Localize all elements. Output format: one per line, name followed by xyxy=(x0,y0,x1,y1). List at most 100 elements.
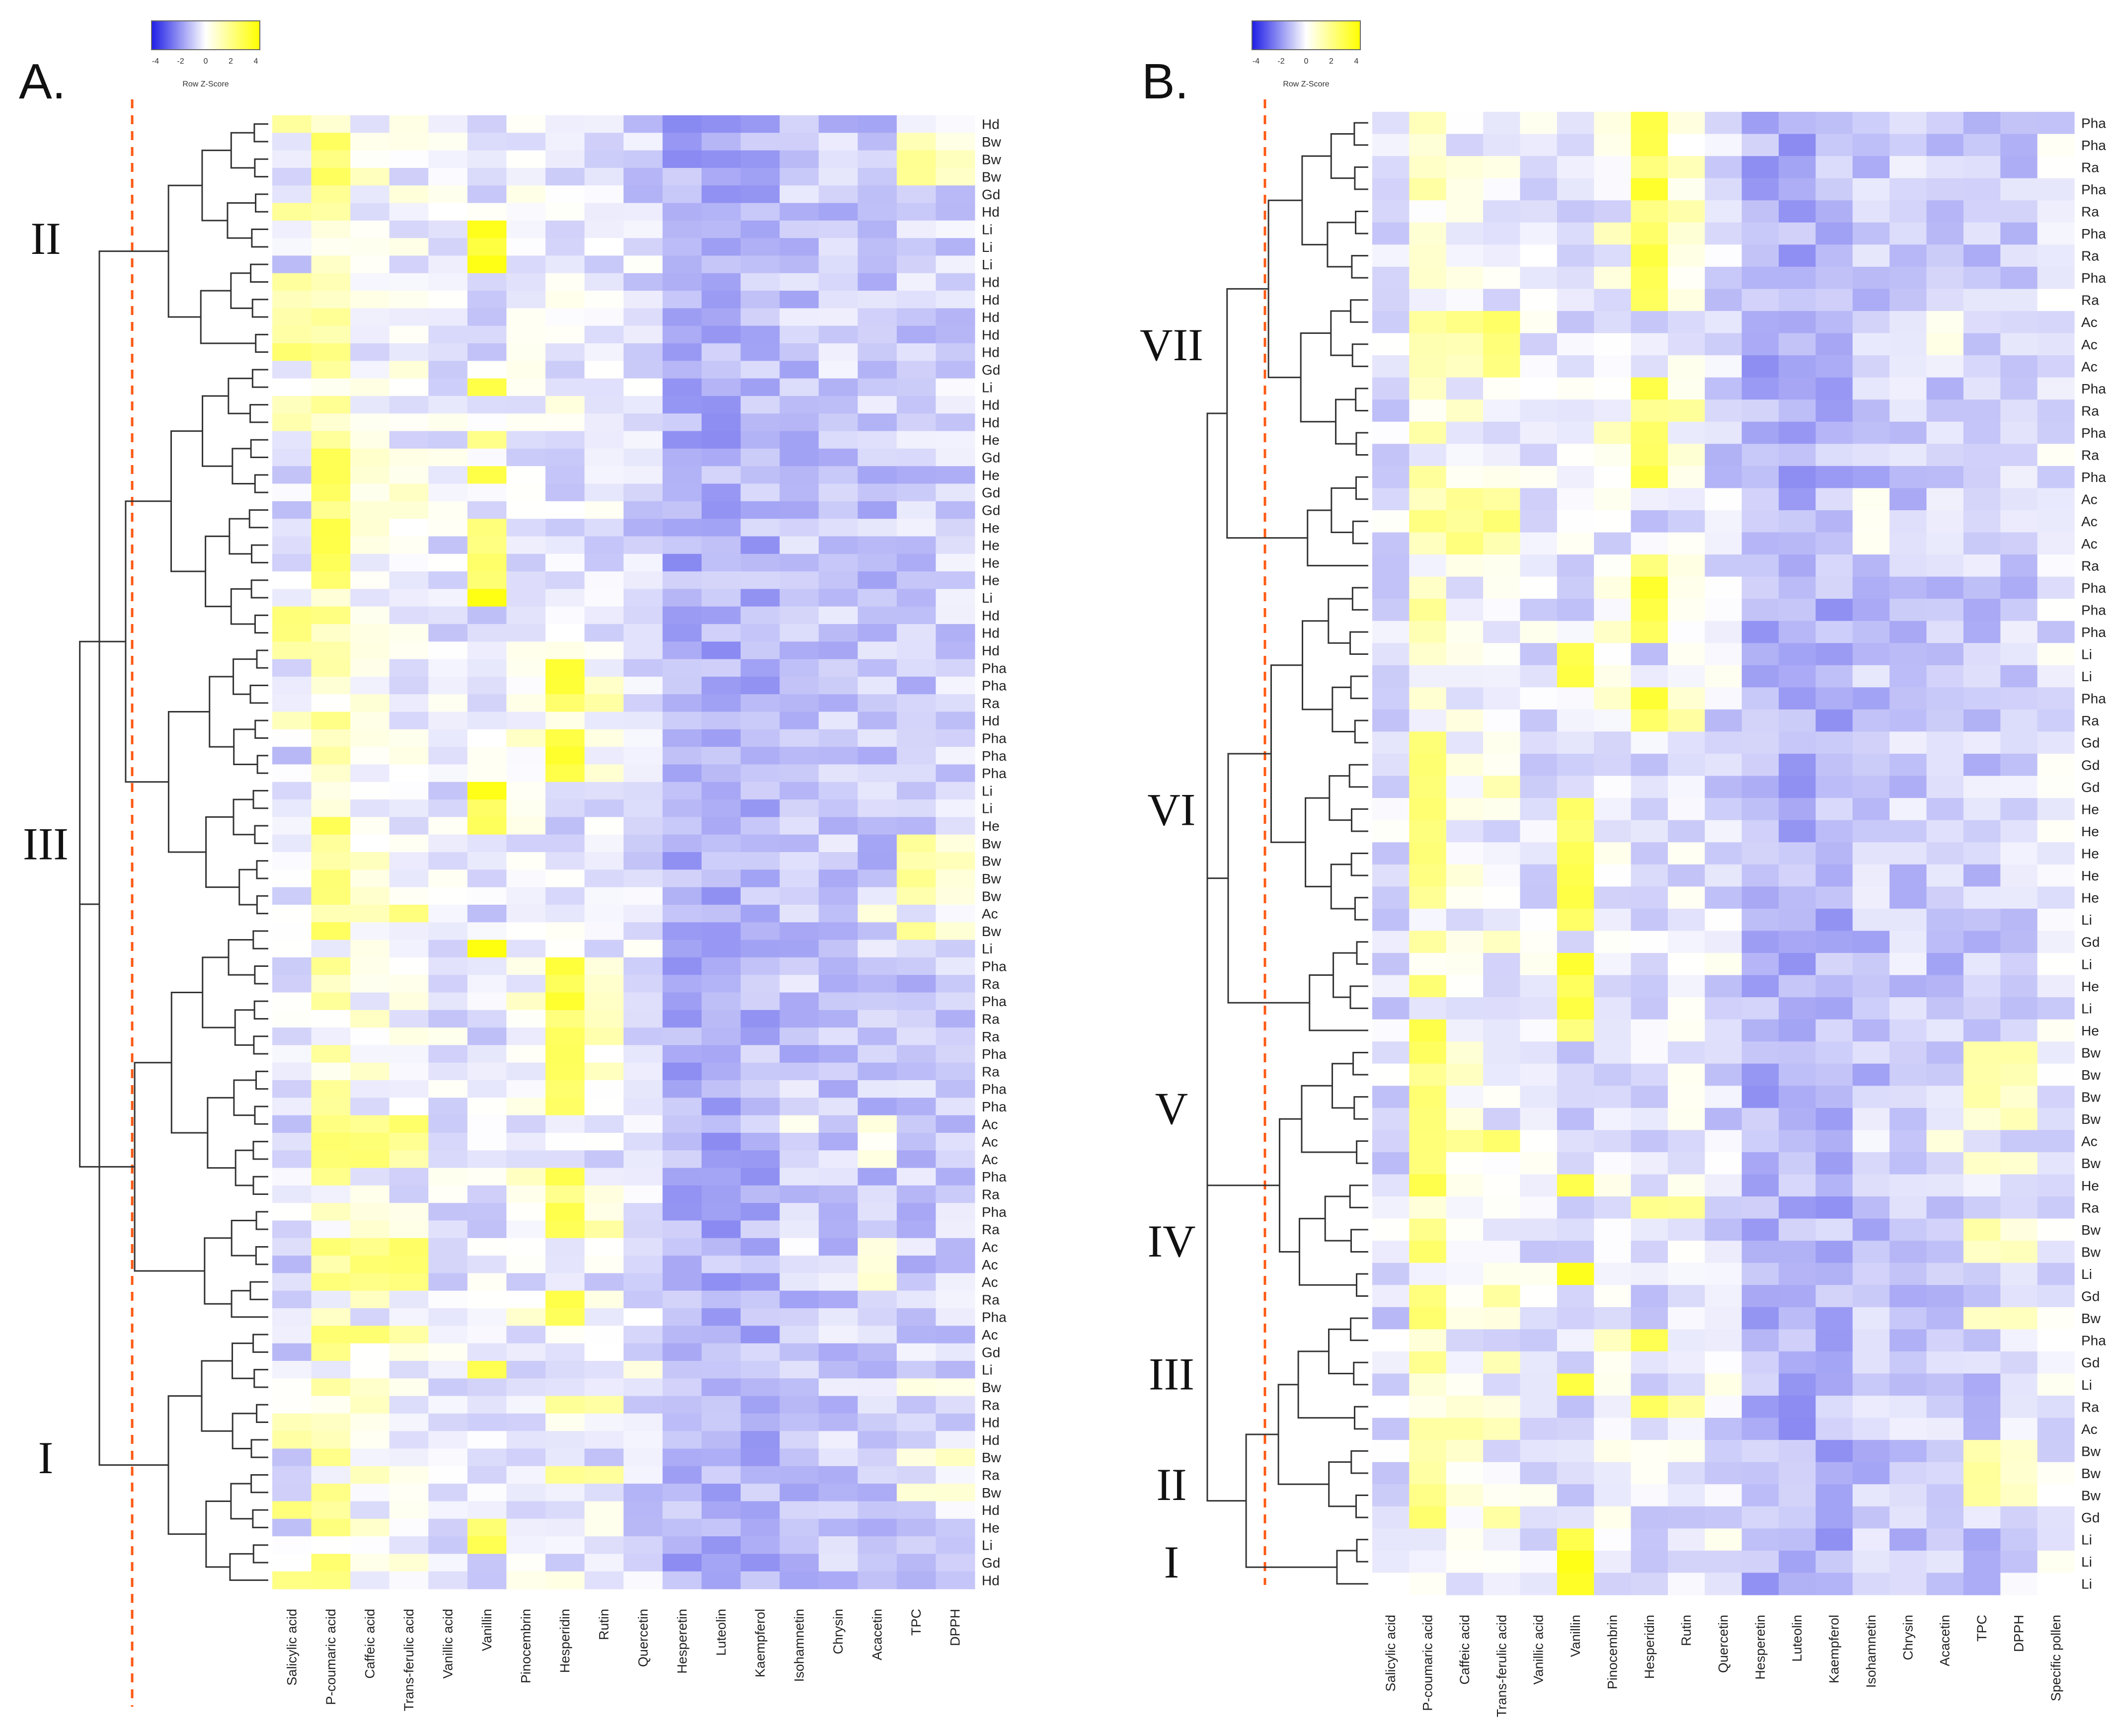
heatmap-cell xyxy=(584,869,624,888)
heatmap-cell xyxy=(272,1554,312,1572)
heatmap-cell xyxy=(662,694,702,712)
heatmap-cell xyxy=(858,904,897,923)
heatmap-cell xyxy=(780,501,819,519)
heatmap-cell xyxy=(2000,1152,2038,1175)
heatmap-cell xyxy=(1815,178,1853,201)
heatmap-cell xyxy=(1926,908,1964,932)
heatmap-cell xyxy=(1483,599,1521,622)
dendrogram-branch xyxy=(254,719,268,739)
heatmap-cell xyxy=(272,992,312,1011)
heatmap-cell xyxy=(545,185,585,204)
heatmap-cell xyxy=(936,975,975,993)
heatmap-cell xyxy=(702,273,741,291)
heatmap-cell xyxy=(1852,886,1890,909)
heatmap-cell xyxy=(1852,1550,1890,1574)
heatmap-cell xyxy=(1631,377,1668,400)
heatmap-cell xyxy=(896,852,937,870)
heatmap-cell xyxy=(467,1501,507,1519)
heatmap-cell xyxy=(311,1256,351,1274)
heatmap-cell xyxy=(467,1484,507,1502)
heatmap-cell xyxy=(1372,1418,1410,1440)
heatmap-cell xyxy=(1852,510,1890,533)
heatmap-cell xyxy=(311,1554,351,1572)
heatmap-cell xyxy=(506,1132,546,1151)
heatmap-cell xyxy=(1520,864,1558,887)
heatmap-cell xyxy=(624,1554,663,1572)
heatmap-cell xyxy=(1963,1440,2001,1463)
heatmap-cell xyxy=(1483,1351,1521,1374)
heatmap-cell xyxy=(1667,510,1705,533)
heatmap-cell xyxy=(1852,1019,1890,1042)
heatmap-cell xyxy=(858,150,897,168)
heatmap-cell xyxy=(780,1484,819,1502)
heatmap-cell xyxy=(1963,156,2001,179)
heatmap-cell xyxy=(1926,532,1964,555)
heatmap-cell xyxy=(311,1080,351,1098)
heatmap-cell xyxy=(896,1554,937,1572)
heatmap-cell xyxy=(506,395,546,414)
heatmap-cell xyxy=(1852,244,1890,267)
heatmap-cell xyxy=(2000,532,2038,555)
heatmap-cell xyxy=(858,1256,897,1274)
row-label: Pha xyxy=(982,1204,1007,1220)
heatmap-cell xyxy=(545,641,585,660)
heatmap-cell xyxy=(2000,1086,2038,1108)
heatmap-cell xyxy=(858,1185,897,1203)
dendrogram-branch xyxy=(1330,310,1353,356)
heatmap-cell xyxy=(1594,399,1632,422)
column-label: DPPH xyxy=(2011,1615,2026,1652)
heatmap-cell xyxy=(1520,1174,1558,1197)
heatmap-cell xyxy=(662,413,702,432)
heatmap-cell xyxy=(858,291,897,309)
heatmap-cell xyxy=(311,448,351,467)
heatmap-cell xyxy=(858,1396,897,1414)
heatmap-cell xyxy=(584,185,624,204)
heatmap-cell xyxy=(1963,1484,2001,1507)
heatmap-cell xyxy=(1667,599,1705,622)
heatmap-cell xyxy=(584,817,624,835)
heatmap-cell xyxy=(1889,266,1927,290)
heatmap-cell xyxy=(1483,222,1521,245)
heatmap-cell xyxy=(311,238,351,256)
heatmap-cell xyxy=(389,922,429,941)
heatmap-cell xyxy=(1594,754,1632,777)
heatmap-cell xyxy=(467,150,507,168)
heatmap-cell xyxy=(1926,1528,1964,1551)
heatmap-cell xyxy=(1667,1107,1705,1130)
row-label: Gd xyxy=(982,1555,1000,1571)
dendrogram-branch xyxy=(170,430,206,572)
heatmap-cell xyxy=(467,1220,507,1239)
heatmap-cell xyxy=(1631,665,1668,688)
heatmap-cell xyxy=(1594,200,1632,223)
heatmap-cell xyxy=(1815,488,1853,511)
heatmap-cell xyxy=(389,466,429,484)
dendrogram-branch xyxy=(252,789,268,809)
heatmap-cell xyxy=(1520,776,1558,798)
heatmap-cell xyxy=(428,1466,468,1484)
heatmap-cell xyxy=(1705,1351,1742,1374)
heatmap-cell xyxy=(1889,621,1927,643)
heatmap-cell xyxy=(467,1045,507,1063)
heatmap-cell xyxy=(1667,244,1705,267)
heatmap-cell xyxy=(702,624,741,642)
heatmap-cell xyxy=(428,291,468,309)
heatmap-cell xyxy=(662,1220,702,1239)
heatmap-cell xyxy=(740,519,780,537)
heatmap-cell xyxy=(350,238,390,256)
heatmap-cell xyxy=(1815,908,1853,932)
heatmap-cell xyxy=(1779,599,1816,622)
heatmap-cell xyxy=(1926,200,1964,223)
heatmap-cell xyxy=(1667,864,1705,887)
heatmap-cell xyxy=(1667,1196,1705,1219)
heatmap-cell xyxy=(350,1343,390,1361)
heatmap-cell xyxy=(389,606,429,625)
heatmap-cell xyxy=(2000,333,2038,356)
heatmap-cell xyxy=(1779,1396,1816,1419)
heatmap-cell xyxy=(1483,1440,1521,1463)
heatmap-cell xyxy=(428,273,468,291)
heatmap-cell xyxy=(428,466,468,484)
heatmap-cell xyxy=(506,1484,546,1502)
row-label: Li xyxy=(982,783,993,798)
row-label: Li xyxy=(982,239,993,255)
heatmap-cell xyxy=(740,1203,780,1221)
